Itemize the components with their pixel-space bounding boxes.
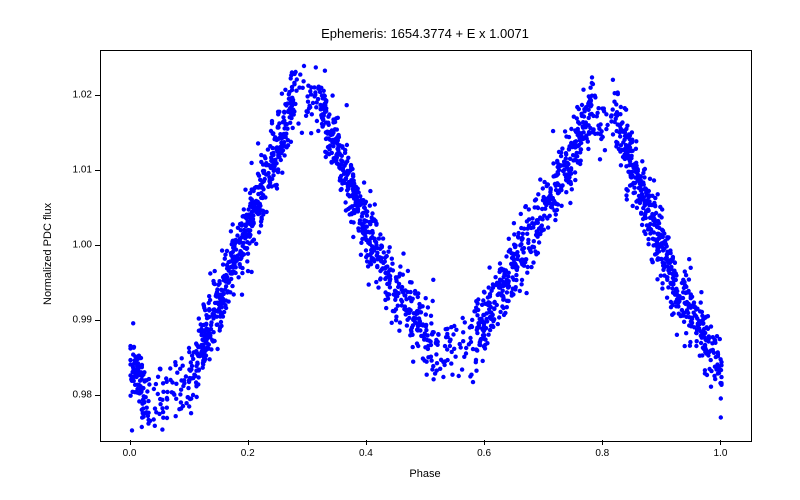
x-tick bbox=[130, 440, 131, 445]
y-tick bbox=[95, 320, 100, 321]
x-tick bbox=[720, 440, 721, 445]
figure: Ephemeris: 1654.3774 + E x 1.0071 Phase … bbox=[0, 0, 800, 500]
y-tick-label: 1.00 bbox=[58, 240, 92, 251]
x-tick bbox=[366, 440, 367, 445]
x-tick-label: 0.2 bbox=[241, 448, 255, 459]
x-axis-label: Phase bbox=[100, 468, 750, 480]
x-tick-label: 0.8 bbox=[595, 448, 609, 459]
x-tick bbox=[602, 440, 603, 445]
y-tick-label: 1.01 bbox=[58, 165, 92, 176]
y-tick bbox=[95, 245, 100, 246]
y-tick bbox=[95, 395, 100, 396]
x-tick-label: 1.0 bbox=[714, 448, 728, 459]
scatter-points bbox=[101, 51, 751, 441]
y-tick bbox=[95, 95, 100, 96]
x-tick bbox=[248, 440, 249, 445]
x-tick-label: 0.4 bbox=[359, 448, 373, 459]
x-tick-label: 0.0 bbox=[123, 448, 137, 459]
y-tick-label: 1.02 bbox=[58, 90, 92, 101]
y-axis-label: Normalized PDC flux bbox=[42, 203, 54, 305]
y-tick-label: 0.99 bbox=[58, 315, 92, 326]
x-tick-label: 0.6 bbox=[477, 448, 491, 459]
chart-title: Ephemeris: 1654.3774 + E x 1.0071 bbox=[100, 26, 750, 41]
y-tick-label: 0.98 bbox=[58, 390, 92, 401]
y-tick bbox=[95, 170, 100, 171]
x-tick bbox=[484, 440, 485, 445]
plot-area bbox=[100, 50, 752, 442]
